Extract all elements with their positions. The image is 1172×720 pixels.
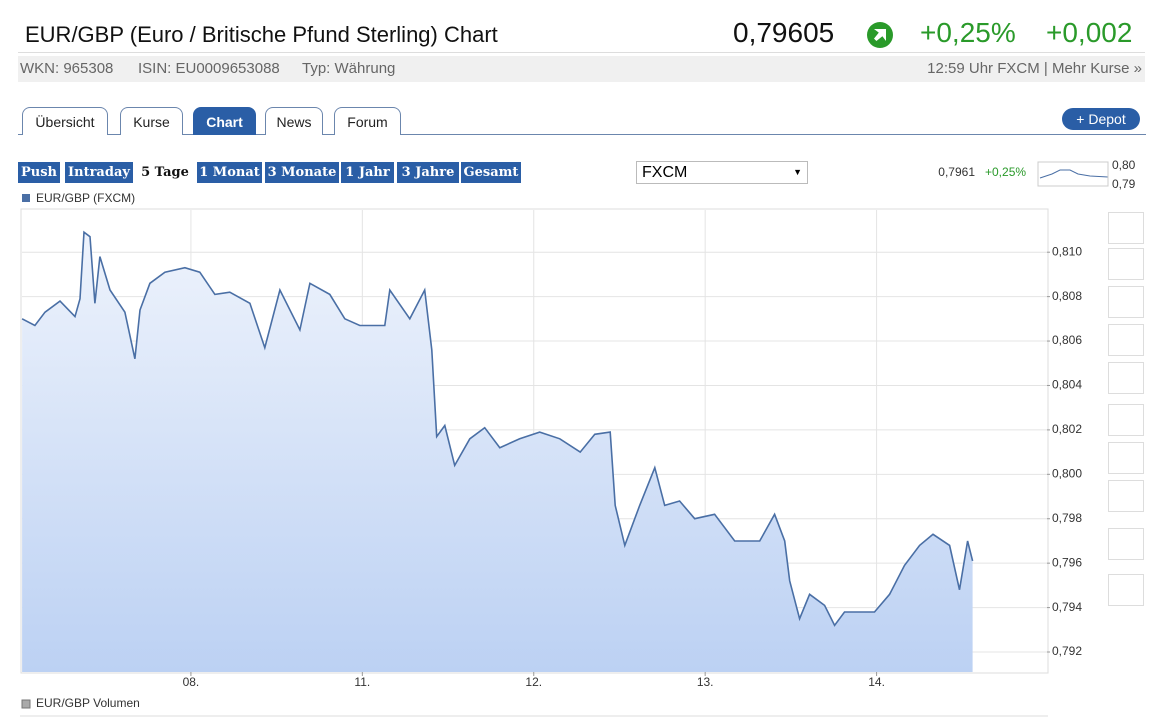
mini-change: +0,25%	[985, 165, 1026, 179]
y-tick-label: 0,792	[1052, 644, 1082, 658]
page-title: EUR/GBP (Euro / Britische Pfund Sterling…	[25, 22, 498, 47]
up-icon	[867, 22, 893, 48]
tool-save[interactable]	[1108, 528, 1144, 560]
price: 0,79605	[733, 17, 835, 48]
info-bar	[18, 56, 1145, 82]
separator: |	[1043, 60, 1048, 77]
period-button[interactable]: 5 Tage	[136, 162, 194, 183]
period-button[interactable]: Intraday	[65, 162, 133, 183]
tool-link[interactable]	[1108, 362, 1144, 394]
tab[interactable]: Kurse	[120, 107, 183, 135]
period-button[interactable]: Gesamt	[461, 162, 521, 183]
y-tick-label: 0,802	[1052, 422, 1082, 436]
y-tick-label: 0,810	[1052, 244, 1082, 258]
mini-frame	[1037, 161, 1109, 187]
tab[interactable]: Forum	[334, 107, 401, 135]
y-tick-label: 0,806	[1052, 333, 1082, 347]
period-button[interactable]: 3 Monate	[265, 162, 339, 183]
y-tick-label: 0,804	[1052, 378, 1082, 392]
mini-high: 0,80	[1112, 158, 1136, 172]
tool-indicator[interactable]	[1108, 286, 1144, 318]
exchange-select[interactable]: FXCM ▼	[636, 161, 808, 184]
tool-zoom-out[interactable]	[1108, 442, 1144, 474]
change-abs: +0,002	[1046, 17, 1133, 48]
y-tick-label: 0,796	[1052, 555, 1082, 569]
tab-line	[18, 134, 1146, 135]
isin: ISIN: EU0009653088	[138, 60, 280, 77]
tool-ohlc[interactable]	[1108, 248, 1144, 280]
tool-pointer[interactable]	[1108, 480, 1144, 512]
tool-line[interactable]	[1108, 212, 1144, 244]
legend-swatch	[22, 194, 30, 202]
x-tick-label: 12.	[525, 675, 542, 689]
info-right: 12:59 Uhr FXCM | Mehr Kurse »	[927, 60, 1142, 77]
tab[interactable]: Chart	[193, 107, 256, 135]
y-tick-label: 0,794	[1052, 600, 1082, 614]
volume-legend: EUR/GBP Volumen	[36, 696, 140, 710]
mini-price: 0,7961	[938, 165, 975, 179]
period-button[interactable]: 1 Jahr	[341, 162, 394, 183]
line	[21, 230, 974, 627]
mini-sparkline	[1039, 169, 1109, 179]
x-tick-label: 08.	[183, 675, 200, 689]
period-button[interactable]: Push	[18, 162, 60, 183]
tab[interactable]: Übersicht	[22, 107, 108, 135]
change-pct: +0,25%	[920, 17, 1016, 48]
period-button[interactable]: 3 Jahre	[397, 162, 459, 183]
y-tick-label: 0,808	[1052, 289, 1082, 303]
depot-button[interactable]: + Depot	[1062, 108, 1140, 130]
tab[interactable]: News	[265, 107, 323, 135]
quote-time: 12:59 Uhr FXCM	[927, 60, 1040, 77]
period-button[interactable]: 1 Monat	[197, 162, 262, 183]
divider	[18, 52, 1145, 53]
x-tick-label: 11.	[354, 675, 370, 689]
wkn: WKN: 965308	[20, 60, 114, 77]
legend-label: EUR/GBP (FXCM)	[36, 191, 136, 205]
exchange: FXCM	[642, 164, 688, 181]
tool-print[interactable]	[1108, 574, 1144, 606]
x-tick-label: 14.	[868, 675, 885, 689]
y-tick-label: 0,800	[1052, 466, 1082, 480]
area	[22, 232, 973, 672]
more-quotes-link[interactable]: Mehr Kurse »	[1051, 60, 1142, 77]
y-tick-label: 0,798	[1052, 511, 1082, 525]
mini-low: 0,79	[1112, 177, 1136, 191]
type: Typ: Währung	[302, 60, 396, 77]
tool-zoom-in[interactable]	[1108, 404, 1144, 436]
tool-settings[interactable]	[1108, 324, 1144, 356]
x-tick-label: 13.	[697, 675, 714, 689]
volume-swatch	[21, 699, 31, 709]
